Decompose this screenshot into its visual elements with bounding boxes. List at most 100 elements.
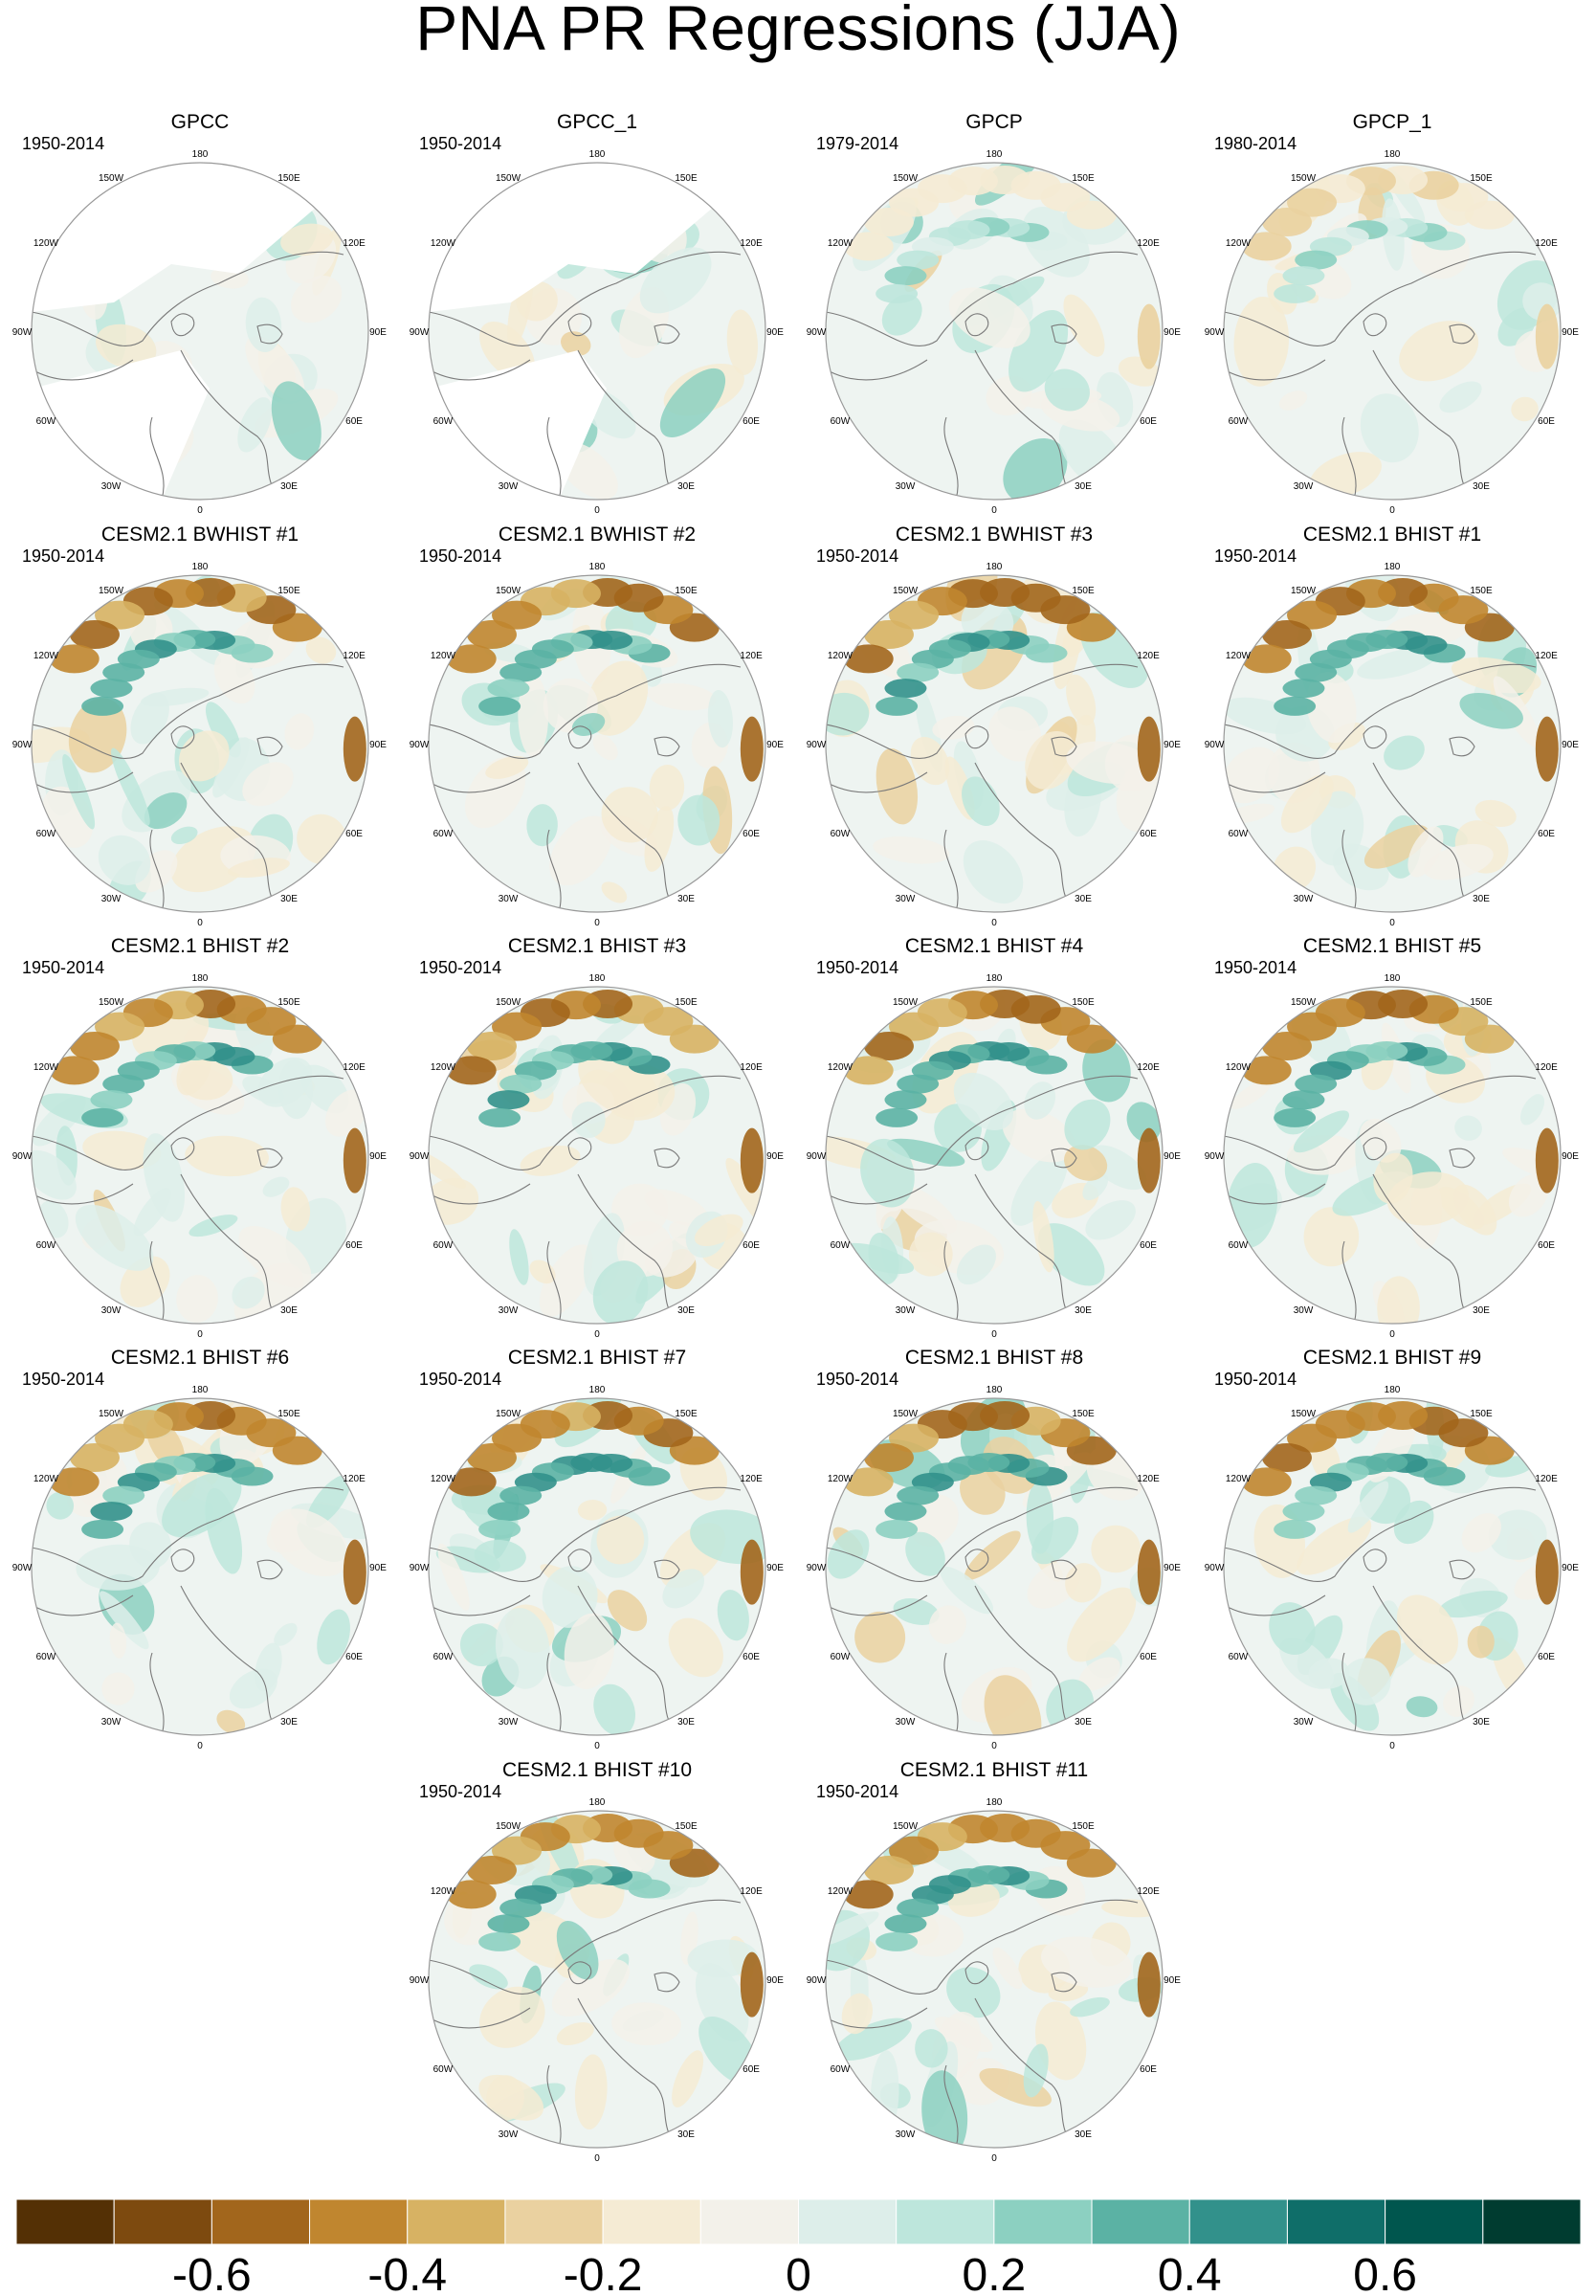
longitude-label: 180 — [192, 973, 209, 984]
longitude-label: 60W — [36, 1652, 56, 1662]
longitude-label: 60E — [1538, 1652, 1555, 1662]
longitude-label: 150E — [277, 173, 300, 184]
longitude-label: 180 — [986, 562, 1003, 572]
longitude-label: 150E — [277, 586, 300, 596]
anomaly-field — [1233, 165, 1561, 499]
panel-period: 1950-2014 — [1214, 958, 1297, 977]
longitude-label: 150E — [1470, 997, 1493, 1008]
coastlines — [826, 1075, 1139, 1324]
panel-grid: 0 30E 60E 90E 120E 150E 180 150W 120W 90W 60W 30W GP… — [12, 111, 1580, 2164]
longitude-label: 90E — [766, 740, 784, 750]
longitude-label: 120W — [33, 238, 59, 249]
panel-title: CESM2.1 BWHIST #1 — [101, 524, 299, 546]
panel-period: 1950-2014 — [816, 1782, 898, 1801]
colorbar-swatch — [896, 2198, 995, 2245]
longitude-label: 0 — [1389, 918, 1395, 928]
longitude-label: 150E — [1470, 173, 1493, 184]
colorbar-tick-label: 0.6 — [1353, 2250, 1417, 2296]
longitude-label: 180 — [192, 149, 209, 160]
panel-title: GPCC — [171, 111, 230, 133]
longitude-label: 30E — [280, 894, 298, 904]
anomaly-field — [1224, 575, 1559, 892]
longitude-label: 90E — [369, 327, 387, 338]
longitude-label: 30E — [280, 481, 298, 492]
map-boundary — [825, 1397, 1164, 1736]
longitude-label: 150W — [496, 586, 521, 596]
longitude-label: 90E — [1562, 1151, 1579, 1162]
map-panel: 0 30E 60E 90E 120E 150E 180 150W 120W 90W 60W 30W GP… — [1205, 111, 1580, 516]
longitude-label: 30W — [896, 1717, 916, 1728]
longitude-label: 180 — [986, 1797, 1003, 1808]
longitude-label: 120E — [1535, 651, 1558, 661]
longitude-label: 30W — [1294, 894, 1314, 904]
longitude-label: 120E — [1137, 238, 1160, 249]
map-boundary — [1223, 574, 1562, 913]
longitude-label: 60W — [433, 416, 454, 427]
map-boundary — [428, 574, 766, 913]
colorbar-swatch — [113, 2198, 212, 2245]
longitude-label: 90W — [1205, 740, 1225, 750]
map-panel: 0 30E 60E 90E 120E 150E 180 150W 120W 90W 60W 30W GP… — [12, 111, 388, 516]
longitude-label: 120E — [343, 238, 366, 249]
longitude-label: 60W — [1229, 1240, 1249, 1251]
panel-period: 1950-2014 — [419, 1782, 501, 1801]
longitude-label: 30W — [499, 1305, 519, 1316]
anomaly-field — [32, 989, 368, 1324]
colorbar-swatch — [602, 2198, 701, 2245]
longitude-label: 60E — [345, 829, 363, 839]
longitude-label: 0 — [1389, 1741, 1395, 1751]
longitude-label: 150E — [675, 1409, 698, 1419]
panel-title: CESM2.1 BHIST #3 — [508, 935, 686, 957]
panel-period: 1950-2014 — [816, 958, 898, 977]
panel-period: 1950-2014 — [22, 134, 104, 153]
map-background — [1224, 163, 1561, 500]
longitude-label: 0 — [1389, 1329, 1395, 1340]
coastlines — [1224, 1075, 1537, 1324]
longitude-label: 0 — [991, 2153, 997, 2164]
colorbar-swatch — [1188, 2198, 1288, 2245]
anomaly-field — [1241, 1398, 1561, 1731]
longitude-label: 30E — [1075, 1305, 1092, 1316]
longitude-label: 120W — [33, 651, 59, 661]
colorbar-swatch — [993, 2198, 1093, 2245]
longitude-label: 180 — [1385, 1385, 1401, 1395]
anomaly-field — [435, 1398, 765, 1735]
longitude-label: 150W — [99, 997, 124, 1008]
map-boundary — [825, 574, 1164, 913]
longitude-label: 60W — [36, 829, 56, 839]
longitude-label: 0 — [197, 1741, 203, 1751]
figure-title: PNA PR Regressions (JJA) — [415, 0, 1181, 63]
missing-data-area — [429, 163, 765, 312]
longitude-label: 60E — [1140, 1652, 1157, 1662]
longitude-label: 150W — [99, 173, 124, 184]
panel-title: CESM2.1 BHIST #9 — [1303, 1347, 1481, 1369]
longitude-label: 120W — [431, 238, 456, 249]
longitude-label: 180 — [986, 973, 1003, 984]
longitude-label: 150W — [496, 997, 521, 1008]
longitude-label: 150W — [99, 1409, 124, 1419]
coastlines — [429, 1075, 742, 1324]
longitude-label: 150E — [1072, 586, 1095, 596]
longitude-label: 120E — [1137, 1474, 1160, 1484]
panel-period: 1950-2014 — [22, 546, 104, 566]
longitude-label: 120W — [431, 651, 456, 661]
map-boundary — [1223, 986, 1562, 1325]
coastlines — [32, 251, 344, 500]
longitude-label: 120W — [828, 238, 853, 249]
anomaly-field — [444, 1811, 764, 2129]
coastlines — [826, 1486, 1139, 1735]
longitude-label: 30W — [896, 1305, 916, 1316]
longitude-label: 150W — [893, 586, 919, 596]
map-boundary — [825, 1810, 1164, 2149]
longitude-label: 90E — [1562, 1563, 1579, 1573]
longitude-label: 0 — [594, 2153, 600, 2164]
longitude-label: 120E — [1535, 1062, 1558, 1073]
longitude-label: 150E — [1072, 997, 1095, 1008]
panel-period: 1980-2014 — [1214, 134, 1297, 153]
longitude-label: 30W — [1294, 1305, 1314, 1316]
longitude-label: 60W — [831, 829, 851, 839]
longitude-label: 90E — [766, 1975, 784, 1986]
longitude-label: 120E — [740, 238, 763, 249]
longitude-label: 30W — [499, 894, 519, 904]
